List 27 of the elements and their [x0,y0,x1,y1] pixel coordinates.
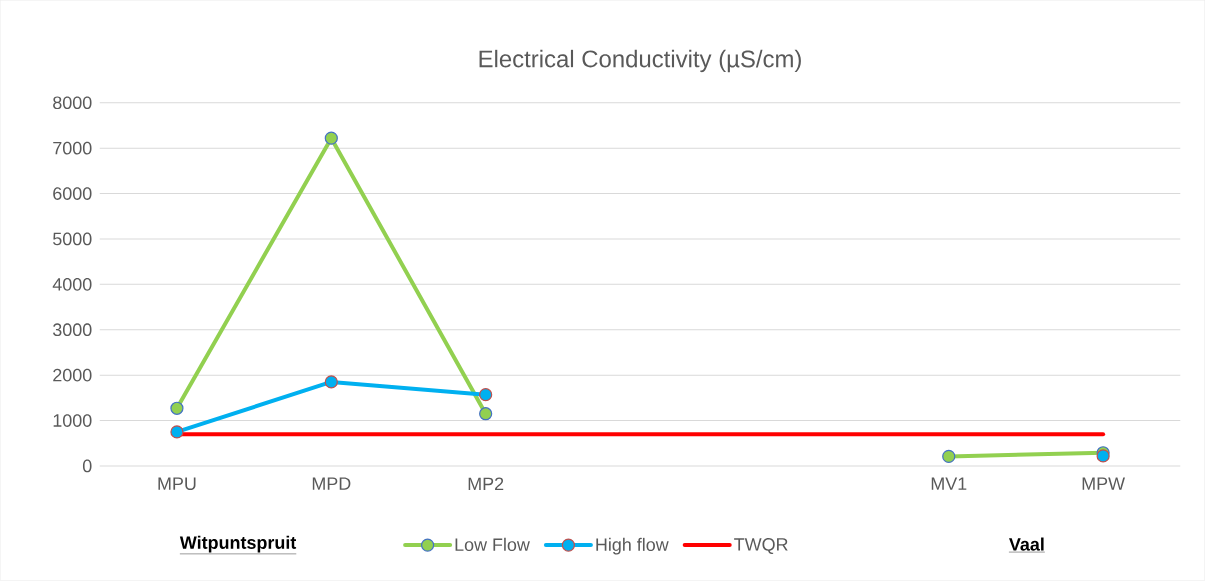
point [170,401,184,416]
y-tick-label: 2000 [53,368,92,382]
y-tick-label: 0 [82,459,92,473]
legend-label: Low Flow [455,538,530,552]
chart-title: Electrical Conductivity (µS/cm) [479,49,801,73]
x-tick-label: MP2 [468,477,504,491]
y-tick-label: 5000 [53,232,92,246]
y-tick-label: 4000 [52,278,92,291]
legend-label: TWQR [734,538,788,555]
y-tick-label: 7000 [53,141,92,155]
y-tick-label: 3000 [53,323,92,337]
y-tick-label: 1000 [53,414,92,428]
x-tick-label: MPD [312,477,351,490]
x-tick-label: MPW [1082,477,1125,490]
point [170,425,184,439]
legend-label: High flow [596,538,669,555]
text: Witpuntspruit [179,535,297,553]
point [479,407,493,421]
y-tick-label: 8000 [53,96,92,110]
point [942,449,956,464]
point [324,375,338,389]
point [324,131,338,145]
text: Vaal [1009,537,1044,551]
x-tick-label: MPU [158,477,196,491]
y-tick-label: 6000 [53,187,92,201]
point [479,388,493,402]
x-tick-label: MV1 [931,477,967,490]
